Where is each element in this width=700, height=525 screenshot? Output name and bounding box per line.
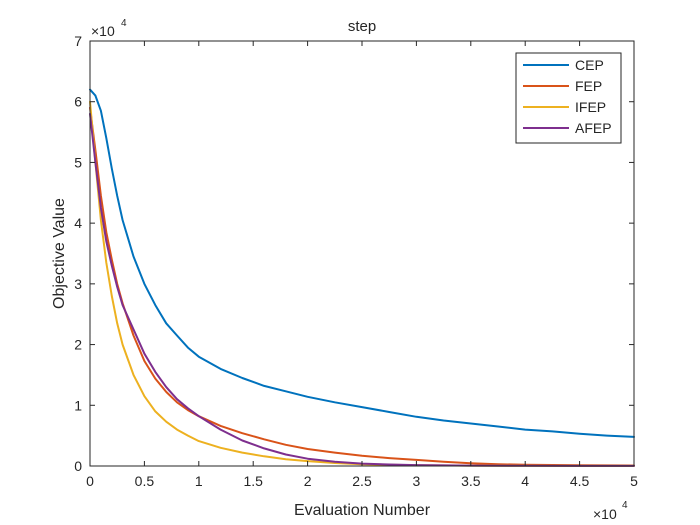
x-tick-label: 5	[630, 473, 638, 489]
chart-title: step	[348, 18, 376, 35]
x-tick-label: 3.5	[461, 473, 481, 489]
legend: CEP FEP IFEP AFEP	[515, 52, 622, 144]
x-tick-label: 4.5	[570, 473, 590, 489]
y-tick-label: 7	[74, 33, 82, 49]
x-tick-label: 0	[86, 473, 94, 489]
x-tick-label: 1	[195, 473, 203, 489]
x-axis-exponent-base: ×10	[593, 506, 617, 522]
x-axis-exponent: ×10 4	[593, 500, 628, 522]
x-tick-label: 3	[413, 473, 421, 489]
y-tick-label: 0	[74, 458, 82, 474]
y-axis-label: Objective Value	[51, 198, 68, 309]
y-tick-label: 1	[74, 397, 82, 413]
x-tick-label: 2	[304, 473, 312, 489]
legend-label-afep: AFEP	[575, 120, 612, 136]
y-tick-label: 5	[74, 154, 82, 170]
series-line-cep	[89, 88, 635, 438]
series-layer	[89, 88, 635, 467]
x-tick-label: 1.5	[243, 473, 263, 489]
x-axis-ticks: 0 0.5 1 1.5 2 2.5 3 3.5 4 4.5 5	[86, 41, 638, 489]
legend-label-ifep: IFEP	[575, 99, 606, 115]
x-tick-label: 2.5	[352, 473, 372, 489]
y-tick-label: 2	[74, 337, 82, 353]
y-axis-exponent-power: 4	[121, 18, 127, 29]
y-tick-label: 6	[74, 94, 82, 110]
y-axis-exponent: ×10 4	[91, 18, 127, 39]
y-tick-label: 3	[74, 276, 82, 292]
y-axis-exponent-base: ×10	[91, 23, 115, 39]
legend-label-fep: FEP	[575, 78, 602, 94]
x-tick-label: 4	[521, 473, 529, 489]
series-line-afep	[89, 112, 635, 467]
y-tick-label: 4	[74, 215, 82, 231]
x-axis-exponent-power: 4	[622, 500, 628, 511]
x-tick-label: 0.5	[135, 473, 155, 489]
x-axis-label: Evaluation Number	[294, 502, 431, 519]
y-axis-ticks: 0 1 2 3 4 5 6 7	[74, 33, 634, 474]
legend-label-cep: CEP	[575, 57, 604, 73]
